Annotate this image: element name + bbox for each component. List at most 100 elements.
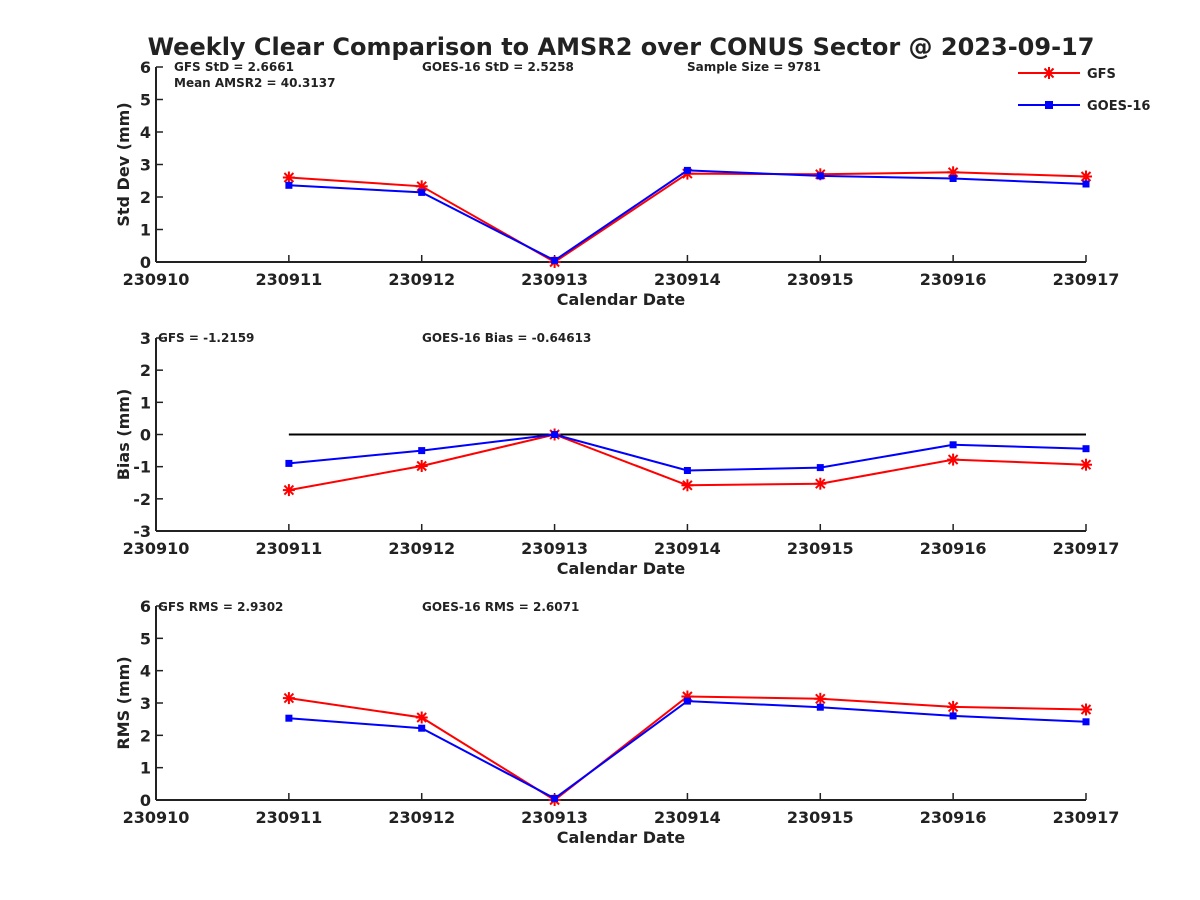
- rms-y-tick-label: 2: [140, 726, 151, 745]
- legend-gfs-label: GFS: [1087, 67, 1116, 82]
- rms-gfs-point: [814, 692, 827, 705]
- rms-y-tick-label: 4: [140, 662, 151, 681]
- std-dev-y-tick-label: 4: [140, 123, 151, 142]
- bias-y-tick-label: 0: [140, 426, 151, 445]
- bias-y-tick-label: 3: [140, 329, 151, 348]
- rms-x-tick-label: 230915: [787, 808, 854, 827]
- std-dev-y-tick-label: 0: [140, 253, 151, 272]
- rms-gfs-point: [947, 700, 960, 713]
- std-dev-gfs-point: [282, 171, 295, 184]
- rms-y-tick-label: 6: [140, 597, 151, 616]
- bias-x-tick-label: 230917: [1053, 539, 1120, 558]
- bias-goes16-point: [285, 459, 293, 467]
- rms-x-tick-label: 230913: [521, 808, 588, 827]
- legend-goes16-marker: [1045, 101, 1053, 109]
- std-dev-goes16-point: [551, 256, 559, 264]
- bias-x-tick-label: 230914: [654, 539, 721, 558]
- std-dev-x-tick-label: 230910: [123, 270, 190, 289]
- bias-y-tick-label: -3: [133, 522, 151, 541]
- bias-x-tick-label: 230913: [521, 539, 588, 558]
- rms-y-tick-label: 1: [140, 759, 151, 778]
- std-dev-x-tick-label: 230915: [787, 270, 854, 289]
- rms-gfs-point: [282, 692, 295, 705]
- rms-gfs-point: [415, 711, 428, 724]
- annotation-goes16-bias: GOES-16 Bias = -0.64613: [422, 331, 591, 345]
- rms-goes16-point: [949, 712, 957, 720]
- std-dev-goes16-point: [816, 172, 824, 180]
- rms-goes16-point: [285, 714, 293, 722]
- std-dev-x-tick-label: 230916: [920, 270, 987, 289]
- rms-y-tick-label: 0: [140, 791, 151, 810]
- annotation-gfs-std: GFS StD = 2.6661: [174, 60, 294, 74]
- annotation-sample-size: Sample Size = 9781: [687, 60, 821, 74]
- std-dev-x-tick-label: 230913: [521, 270, 588, 289]
- std-dev-y-tick-label: 1: [140, 221, 151, 240]
- bias-goes16-point: [816, 464, 824, 472]
- rms-goes16-point: [418, 724, 426, 732]
- std-dev-goes16-point: [285, 181, 293, 189]
- std-dev-y-tick-label: 6: [140, 58, 151, 77]
- bias-y-tick-label: 2: [140, 361, 151, 380]
- std-dev-goes16-point: [949, 175, 957, 182]
- rms-gfs-point: [1080, 703, 1092, 716]
- std-dev-goes16-point: [1082, 180, 1090, 188]
- std-dev-panel: 0 1 2 3 4 5 6 230910 230911 230912 230913 230914 230…: [114, 58, 1119, 309]
- bias-x-tick-label: 230915: [787, 539, 854, 558]
- std-dev-goes16-point: [418, 188, 426, 196]
- rms-goes16-point: [1082, 718, 1090, 726]
- rms-y-axis-label: RMS (mm): [114, 656, 133, 749]
- rms-goes16-point: [816, 703, 824, 711]
- std-dev-x-tick-label: 230911: [255, 270, 322, 289]
- annotation-mean-amsr2: Mean AMSR2 = 40.3137: [174, 76, 335, 90]
- std-dev-y-tick-label: 2: [140, 188, 151, 207]
- std-dev-y-tick-label: 3: [140, 156, 151, 175]
- panel-2-annotations: GFS = -1.2159 GOES-16 Bias = -0.64613: [158, 331, 591, 345]
- rms-panel: 0 1 2 3 4 5 6 230910 230911 230912 230913 230914 230…: [114, 597, 1119, 847]
- bias-gfs-point: [282, 484, 295, 497]
- rms-x-axis-label: Calendar Date: [557, 828, 686, 847]
- rms-x-tick-label: 230917: [1053, 808, 1120, 827]
- rms-goes16-point: [551, 794, 559, 802]
- bias-gfs-point: [814, 477, 827, 490]
- bias-goes16-point: [551, 431, 559, 438]
- legend-gfs-marker: [1043, 67, 1055, 79]
- panel-3-annotations: GFS RMS = 2.9302 GOES-16 RMS = 2.6071: [158, 600, 579, 614]
- bias-x-tick-label: 230910: [123, 539, 190, 558]
- bias-y-tick-label: -2: [133, 490, 151, 509]
- rms-y-tick-label: 3: [140, 694, 151, 713]
- bias-goes16-point: [683, 467, 691, 474]
- bias-goes16-point: [418, 447, 426, 455]
- bias-y-tick-label: 1: [140, 393, 151, 412]
- annotation-goes16-rms: GOES-16 RMS = 2.6071: [422, 600, 579, 614]
- std-dev-x-axis-label: Calendar Date: [557, 290, 686, 309]
- bias-gfs-point: [681, 479, 694, 492]
- bias-gfs-point: [1080, 458, 1092, 471]
- bias-y-tick-label: -1: [133, 458, 151, 477]
- bias-x-tick-label: 230912: [388, 539, 455, 558]
- std-dev-goes16-point: [683, 166, 691, 174]
- bias-y-axis-label: Bias (mm): [114, 389, 133, 481]
- bias-x-tick-label: 230911: [255, 539, 322, 558]
- std-dev-x-tick-label: 230917: [1053, 270, 1120, 289]
- rms-x-tick-label: 230911: [255, 808, 322, 827]
- rms-y-tick-label: 5: [140, 629, 151, 648]
- rms-x-tick-label: 230912: [388, 808, 455, 827]
- bias-gfs-point: [415, 460, 428, 472]
- std-dev-y-axis-label: Std Dev (mm): [114, 102, 133, 226]
- bias-goes16-point: [1082, 445, 1090, 453]
- std-dev-y-tick-label: 5: [140, 91, 151, 110]
- figure-title: Weekly Clear Comparison to AMSR2 over CO…: [148, 33, 1095, 61]
- legend-goes16-label: GOES-16: [1087, 99, 1150, 114]
- std-dev-x-tick-label: 230912: [388, 270, 455, 289]
- std-dev-x-tick-label: 230914: [654, 270, 721, 289]
- panel-1-annotations: GFS StD = 2.6661 GOES-16 StD = 2.5258 Sa…: [174, 60, 821, 90]
- bias-goes16-point: [949, 441, 957, 449]
- bias-x-tick-label: 230916: [920, 539, 987, 558]
- annotation-gfs-rms: GFS RMS = 2.9302: [158, 600, 283, 614]
- bias-x-axis-label: Calendar Date: [557, 559, 686, 578]
- rms-x-tick-label: 230916: [920, 808, 987, 827]
- rms-x-tick-label: 230910: [123, 808, 190, 827]
- rms-goes16-point: [683, 697, 691, 705]
